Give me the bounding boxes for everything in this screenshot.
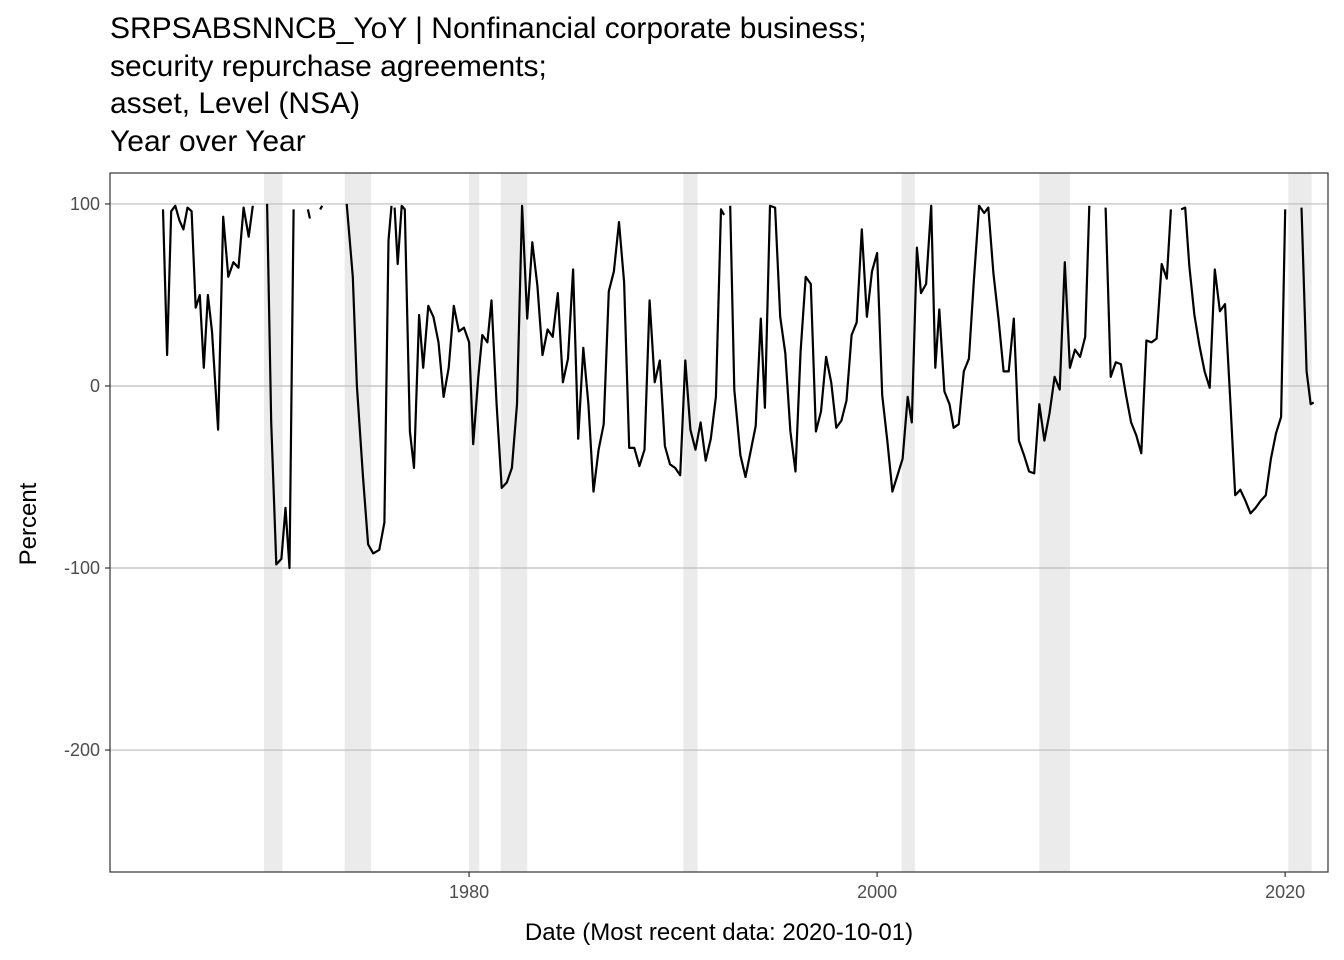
chart-title-line-3: asset, Level (NSA): [110, 87, 361, 120]
y-tick-label: -200: [64, 740, 100, 760]
series-line-segment-6: [393, 204, 726, 493]
series-line-segment-7: [729, 204, 1091, 493]
x-axis-title: Date (Most recent data: 2020-10-01): [525, 919, 913, 946]
x-tick-label: 2000: [857, 882, 897, 902]
y-axis-title: Percent: [15, 482, 42, 565]
x-tick-label: 2020: [1265, 882, 1305, 902]
recession-band-3: [469, 173, 480, 872]
data-series: [161, 203, 1315, 570]
series-line-segment-10: [1300, 207, 1315, 406]
series-line-segment-2: [266, 203, 295, 570]
recession-band-5: [683, 173, 698, 872]
series-line-segment-4: [319, 205, 324, 210]
y-axis: 100 0 -100 -200: [64, 194, 110, 760]
grid-lines: [110, 203, 1328, 751]
recession-band-8: [1288, 173, 1312, 872]
chart-title-line-2: security repurchase agreements;: [110, 49, 547, 83]
series-line-segment-8: [1104, 207, 1172, 455]
chart-title-line-1: SRPSABSNNCB_YoY | Nonfinancial corporate…: [110, 12, 867, 45]
x-axis: 1980 2000 2020: [449, 872, 1305, 902]
series-line-segment-3: [306, 209, 311, 219]
series-line-segment-1: [161, 204, 254, 431]
recession-band-4: [500, 173, 528, 872]
series-line-segment-5: [345, 203, 393, 555]
series-line-segment-9: [1180, 206, 1287, 515]
chart-title: SRPSABSNNCB_YoY | Nonfinancial corporate…: [110, 10, 867, 160]
y-tick-label: 0: [90, 376, 100, 396]
plot-panel-border: [109, 172, 1329, 873]
recession-shading: [264, 173, 1312, 872]
chart-title-line-4: Year over Year: [110, 124, 306, 158]
y-tick-label: -100: [64, 558, 100, 578]
recession-band-1: [264, 173, 283, 872]
recession-band-6: [901, 173, 915, 872]
x-tick-label: 1980: [449, 882, 489, 902]
recession-band-7: [1039, 173, 1070, 872]
y-tick-label: 100: [70, 194, 100, 214]
